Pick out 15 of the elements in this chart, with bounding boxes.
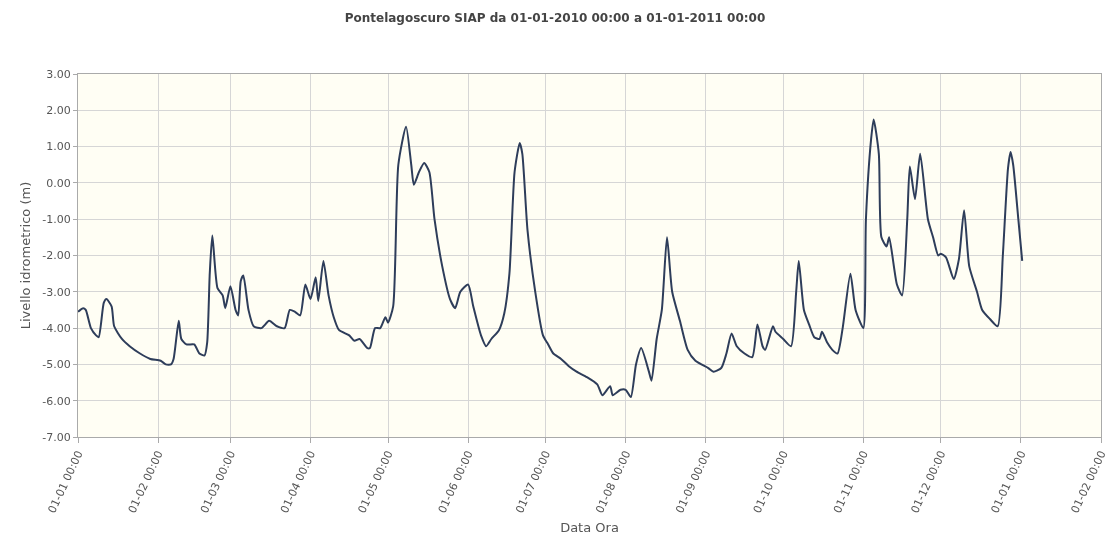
y-tick-label: 3.00 <box>46 67 71 81</box>
y-tick-label: -1.00 <box>42 213 71 227</box>
y-tick-label: -5.00 <box>42 358 71 372</box>
y-tick-label: -2.00 <box>42 249 71 263</box>
line-series <box>78 118 1024 399</box>
y-tick-label: 2.00 <box>46 104 71 118</box>
y-tick-label: 1.00 <box>46 140 71 154</box>
y-tick-label: -7.00 <box>42 430 71 444</box>
chart-title: Pontelagoscuro SIAP da 01-01-2010 00:00 a 01-01-2011 00:00 <box>344 11 766 26</box>
x-axis-title: Data Ora <box>560 519 619 535</box>
y-tick-label: -6.00 <box>42 394 71 408</box>
y-tick-label: -3.00 <box>42 285 71 299</box>
y-axis-title: Livello idrometrico (m) <box>18 181 34 330</box>
y-tick-label: -4.00 <box>42 321 71 335</box>
y-tick-label: 0.00 <box>46 176 71 190</box>
